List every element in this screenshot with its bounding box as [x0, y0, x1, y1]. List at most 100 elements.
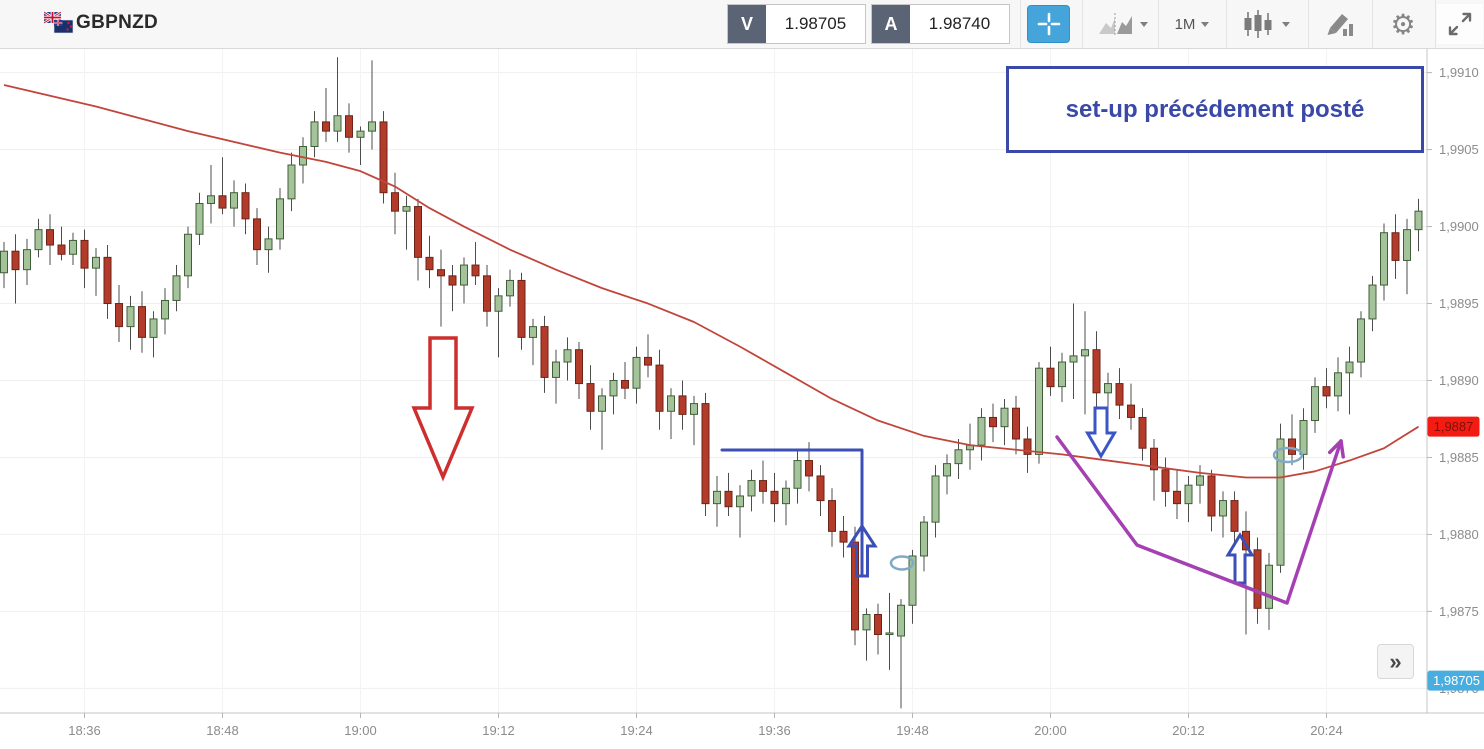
- candle: [333, 115, 342, 132]
- interval-label: 1M: [1174, 15, 1196, 33]
- candle: [115, 303, 123, 328]
- price-axis-label: 1,9905: [1439, 142, 1479, 157]
- bid-price-badge-label: 1,98705: [1433, 673, 1480, 688]
- chart-style-dropdown[interactable]: [1090, 4, 1156, 44]
- candle: [1391, 232, 1400, 261]
- candle: [1334, 372, 1342, 397]
- settings-button[interactable]: ⚙: [1374, 4, 1432, 44]
- candle: [517, 279, 526, 338]
- candle: [126, 306, 135, 328]
- buy-price-button[interactable]: A 1.98740: [871, 4, 1010, 44]
- candle: [690, 403, 698, 415]
- candle: [1150, 447, 1158, 471]
- price-axis-label: 1,9895: [1439, 296, 1479, 311]
- buy-price-value: 1.98740: [928, 14, 991, 33]
- candle: [851, 541, 859, 631]
- chart-annotation-textbox[interactable]: set-up précédement posté: [1006, 66, 1424, 153]
- annotation-trendline: [1055, 435, 1343, 605]
- candle: [11, 250, 20, 271]
- crosshair-tool-button[interactable]: [1027, 5, 1070, 43]
- candle: [184, 233, 192, 277]
- candle: [931, 475, 940, 523]
- candle: [23, 249, 31, 271]
- candle: [1207, 475, 1216, 517]
- candle: [437, 269, 445, 277]
- candle: [345, 115, 353, 138]
- candle: [92, 256, 100, 269]
- candle: [172, 275, 181, 301]
- price-axis-label: 1,9880: [1439, 527, 1479, 542]
- candle-type-dropdown[interactable]: [1228, 4, 1304, 44]
- candle: [954, 449, 963, 465]
- sell-price-button[interactable]: V 1.98705: [727, 4, 866, 44]
- candle: [1115, 383, 1124, 406]
- fullscreen-button[interactable]: [1437, 4, 1483, 44]
- chevron-down-icon: [1140, 21, 1148, 27]
- candle: [655, 364, 664, 412]
- candle: [391, 192, 399, 212]
- time-axis-label: 19:24: [620, 723, 653, 738]
- time-axis-label: 19:48: [896, 723, 929, 738]
- toolbar-separator: [1435, 0, 1436, 48]
- candle: [1276, 438, 1285, 566]
- candle: [1184, 484, 1193, 505]
- candle: [46, 229, 54, 246]
- candle: [1345, 361, 1354, 374]
- candle: [1000, 407, 1009, 428]
- time-axis-label: 20:00: [1034, 723, 1067, 738]
- price-axis-label: 1,9900: [1439, 219, 1479, 234]
- drawing-tools-button[interactable]: [1310, 4, 1368, 44]
- annotation-ellipse: [889, 555, 915, 571]
- annotation-trendline: [720, 448, 864, 578]
- candle: [897, 604, 905, 637]
- candle: [149, 318, 158, 338]
- candle: [609, 380, 618, 397]
- candle: [368, 121, 376, 132]
- candle: [1161, 469, 1170, 492]
- candle: [724, 490, 733, 508]
- toolbar-separator: [1372, 0, 1373, 48]
- price-axis-label: 1,9875: [1439, 604, 1479, 619]
- chevron-down-icon: [1201, 21, 1210, 27]
- chevron-down-icon: [1282, 21, 1290, 27]
- price-axis-label: 1,9890: [1439, 373, 1479, 388]
- time-axis-label: 18:48: [206, 723, 239, 738]
- candle: [1069, 355, 1078, 363]
- expand-trades-button[interactable]: »: [1377, 644, 1414, 679]
- candle: [736, 495, 744, 508]
- candle: [828, 500, 836, 532]
- candle: [241, 192, 250, 220]
- toolbar-separator: [1082, 0, 1083, 48]
- gear-icon: ⚙: [1390, 8, 1416, 40]
- candle: [494, 295, 503, 312]
- interval-dropdown[interactable]: 1M: [1160, 4, 1224, 44]
- candle: [287, 164, 296, 200]
- candle: [1311, 386, 1319, 422]
- currency-pair-flags-icon: [44, 11, 74, 34]
- sell-key-label: V: [728, 5, 766, 43]
- price-axis-label: 1,9885: [1439, 450, 1479, 465]
- annotation-arrow-down-icon: [411, 336, 475, 482]
- candle: [1299, 420, 1308, 455]
- candle: [1092, 349, 1101, 394]
- candle: [310, 121, 319, 148]
- toolbar-separator: [1020, 0, 1021, 48]
- time-axis-label: 18:36: [68, 723, 101, 738]
- candle: [977, 416, 986, 446]
- chart-style-icon: [1099, 13, 1132, 35]
- chart-annotations[interactable]: [411, 336, 1345, 605]
- axes: 1,99101,99051,99001,98951,98901,98851,98…: [0, 48, 1484, 738]
- candle: [632, 356, 641, 389]
- expand-arrows-icon: [1448, 12, 1472, 36]
- candle: [195, 202, 204, 235]
- candle: [1127, 404, 1135, 418]
- candle: [402, 206, 411, 212]
- candle: [874, 613, 882, 635]
- candle: [448, 275, 457, 286]
- candle: [839, 530, 848, 543]
- candle: [862, 613, 871, 631]
- candle: [667, 395, 675, 412]
- candlestick-icon: [1244, 10, 1272, 38]
